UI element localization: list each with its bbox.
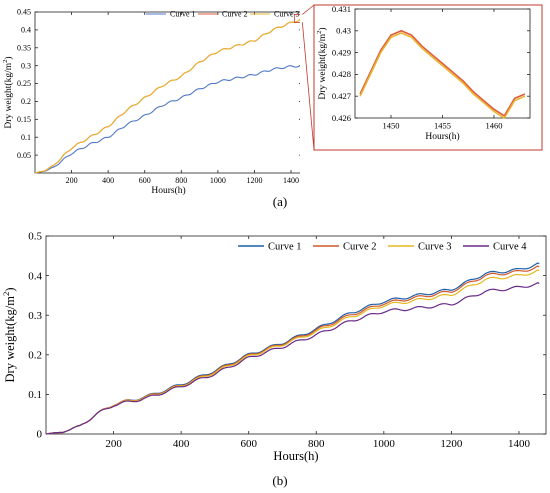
legend-label: Curve 2 — [222, 10, 248, 19]
x-tick-label: 1000 — [373, 438, 396, 450]
y-tick-label: 0.4 — [21, 26, 31, 35]
chart-b: 200 400 600 800 1000 1200 1400 0 0.1 0.2 0.3 0.4 0.5… — [1, 231, 547, 463]
legend-label: Curve 3 — [418, 242, 452, 253]
y-tick-label: 0.1 — [21, 133, 31, 142]
legend-label: Curve 3 — [274, 10, 300, 19]
y-tick-label: 0.25 — [17, 79, 31, 88]
x-tick-label: 200 — [105, 438, 122, 450]
x-tick-label: 1455 — [434, 121, 451, 131]
y-tick-label: 0.427 — [332, 91, 351, 101]
y-tick-label: 0.15 — [17, 115, 31, 124]
chart-a-inset: 1450 1455 1460 0.426 0.427 0.428 0.429 0.43 0.43… — [313, 4, 543, 151]
y-tick-label: 0.429 — [332, 47, 351, 57]
x-axis-label: Hours(h) — [425, 131, 459, 142]
legend-label: Curve 2 — [343, 242, 377, 253]
y-tick-label: 0.2 — [21, 97, 31, 106]
y-tick-label: 0.431 — [332, 4, 351, 14]
legend-label: Curve 4 — [493, 242, 527, 253]
series-line-curve-3 — [45, 269, 540, 435]
x-tick-label: 800 — [308, 438, 325, 450]
y-tick-label: 0.05 — [17, 151, 31, 160]
y-tick-label: 0.4 — [28, 270, 42, 282]
y-tick-label: 0.426 — [332, 113, 351, 123]
series-line-curve-3 — [34, 18, 300, 174]
series-line-curve-1 — [45, 262, 540, 435]
x-tick-label: 1460 — [485, 121, 502, 131]
x-tick-label: 600 — [139, 176, 151, 185]
legend-label: Curve 1 — [170, 10, 196, 19]
x-tick-label: 1200 — [440, 438, 463, 450]
series-line-curve-4 — [45, 282, 540, 435]
x-tick-label: 1400 — [283, 176, 299, 185]
legend-label: Curve 1 — [268, 242, 302, 253]
x-axis-label: Hours(h) — [151, 185, 185, 195]
chart-a: 200 400 600 800 1000 1200 1400 0.05 0.1 0.15 0.2 0.… — [2, 8, 300, 195]
y-tick-label: 0.2 — [28, 349, 42, 361]
y-tick-label: 0.43 — [336, 26, 351, 36]
series-line-curve-2 — [45, 265, 540, 435]
y-tick-label: 0.3 — [28, 310, 42, 322]
x-tick-label: 600 — [240, 438, 257, 450]
x-tick-label: 400 — [173, 438, 190, 450]
plot-frame — [45, 235, 547, 435]
x-tick-label: 1200 — [246, 176, 262, 185]
x-tick-label: 400 — [102, 176, 114, 185]
y-tick-label: 0.428 — [332, 69, 351, 79]
y-tick-label: 0.1 — [28, 389, 42, 401]
y-tick-label: 0.35 — [17, 43, 31, 52]
x-axis-label: Hours(h) — [273, 449, 318, 463]
y-tick-label: 0 — [37, 429, 43, 441]
zoom-marker-box — [293, 14, 300, 23]
series-line-curve-2 — [359, 29, 526, 117]
y-axis-label: Dry weight(kg/m2) — [316, 27, 328, 99]
y-axis-label: Dry weight(kg/m2) — [2, 56, 14, 128]
x-tick-label: 1000 — [210, 176, 226, 185]
caption-a: (a) — [272, 194, 288, 209]
series-line-curve-2 — [34, 18, 300, 174]
caption-b: (b) — [272, 473, 288, 488]
y-axis-label: Dry weight(kg/m2) — [1, 288, 17, 383]
y-tick-label: 0.5 — [28, 231, 42, 243]
plot-frame — [34, 11, 300, 174]
y-tick-label: 0.3 — [21, 61, 31, 70]
x-tick-label: 800 — [175, 176, 187, 185]
x-tick-label: 200 — [66, 176, 78, 185]
x-tick-label: 1450 — [383, 121, 400, 131]
x-tick-label: 1400 — [508, 438, 531, 450]
inset-frame — [313, 4, 543, 151]
series-line-curve-1 — [34, 65, 300, 174]
y-tick-label: 0.45 — [17, 8, 31, 17]
series-line-curve-3 — [359, 32, 526, 120]
